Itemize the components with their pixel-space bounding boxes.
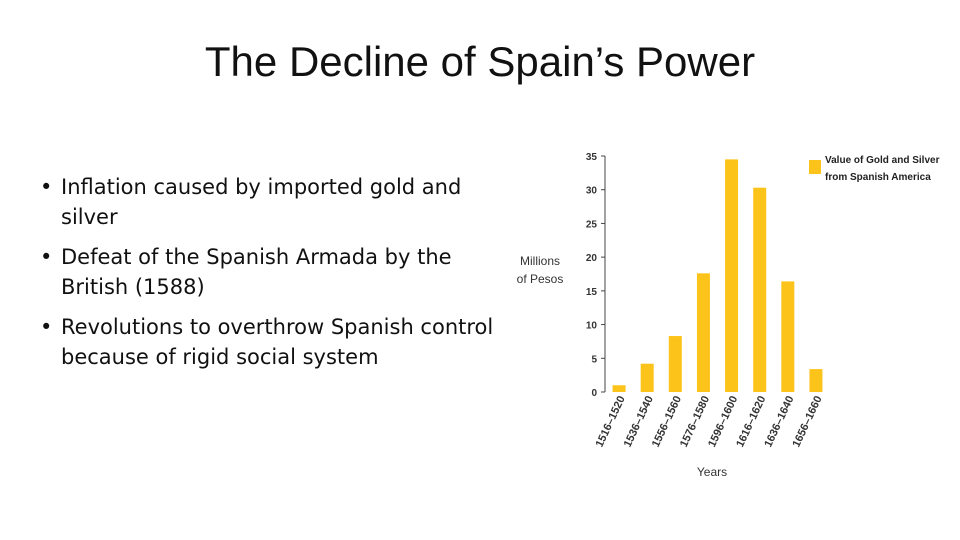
y-tick-label: 25	[586, 219, 598, 230]
bullet-dot-icon: •	[40, 315, 53, 339]
legend-label-line-1: Value of Gold and Silver	[825, 155, 940, 166]
bullet-text: Defeat of the Spanish Armada by the Brit…	[61, 245, 452, 299]
y-axis-label-line-1: Millions	[520, 254, 560, 268]
x-tick-label: 1656–1660	[791, 394, 825, 449]
y-tick-label: 0	[591, 388, 597, 399]
y-tick-label: 15	[586, 287, 598, 298]
x-axis-label: Years	[697, 465, 727, 479]
legend-label-line-2: from Spanish America	[825, 172, 931, 183]
y-tick-label: 30	[586, 186, 598, 197]
y-tick-label: 5	[591, 354, 597, 365]
bar	[612, 385, 626, 392]
bar	[668, 336, 682, 392]
y-tick-label: 35	[586, 152, 598, 163]
bar	[781, 281, 795, 392]
bullet-item: • Inflation caused by imported gold and s…	[40, 172, 510, 232]
bullet-item: • Revolutions to overthrow Spanish contro…	[40, 312, 510, 372]
bar	[696, 273, 710, 392]
bar	[753, 187, 767, 392]
bullet-item: • Defeat of the Spanish Armada by the Bri…	[40, 242, 510, 302]
bar	[640, 363, 654, 392]
y-axis-label-line-2: of Pesos	[517, 272, 564, 286]
legend-swatch-icon	[809, 160, 821, 174]
bullet-list: • Inflation caused by imported gold and s…	[40, 172, 510, 382]
slide-title: The Decline of Spain’s Power	[204, 38, 756, 85]
bullet-dot-icon: •	[40, 245, 53, 269]
bullet-text: Inflation caused by imported gold and si…	[61, 175, 462, 229]
bar	[809, 369, 823, 392]
bullet-text: Revolutions to overthrow Spanish control…	[61, 315, 494, 369]
bullet-dot-icon: •	[40, 175, 53, 199]
y-tick-label: 10	[586, 321, 598, 332]
y-tick-label: 20	[586, 253, 598, 264]
bar	[725, 159, 739, 392]
